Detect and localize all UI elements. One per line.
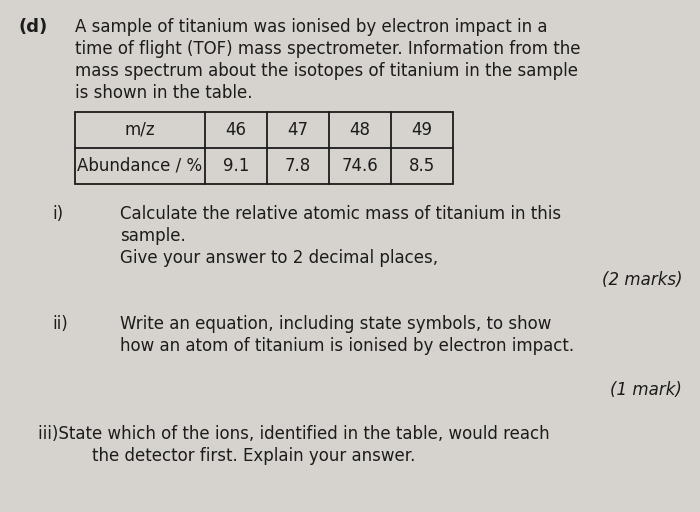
Text: (2 marks): (2 marks) [601, 271, 682, 289]
Text: sample.: sample. [120, 227, 186, 245]
Text: i): i) [52, 205, 63, 223]
Text: m/z: m/z [125, 121, 155, 139]
Text: 8.5: 8.5 [409, 157, 435, 175]
Bar [75, 112, 453, 184]
Text: 49: 49 [412, 121, 433, 139]
Text: ii): ii) [52, 315, 68, 333]
Text: (1 mark): (1 mark) [610, 381, 682, 399]
Text: mass spectrum about the isotopes of titanium in the sample: mass spectrum about the isotopes of tita… [75, 62, 578, 80]
Text: is shown in the table.: is shown in the table. [75, 84, 253, 102]
Text: how an atom of titanium is ionised by electron impact.: how an atom of titanium is ionised by el… [120, 337, 574, 355]
Text: the detector first. Explain your answer.: the detector first. Explain your answer. [92, 447, 415, 465]
Text: 46: 46 [225, 121, 246, 139]
Text: A sample of titanium was ionised by electron impact in a: A sample of titanium was ionised by elec… [75, 18, 547, 36]
Text: 9.1: 9.1 [223, 157, 249, 175]
Text: 74.6: 74.6 [342, 157, 379, 175]
Text: 48: 48 [349, 121, 370, 139]
Text: (d): (d) [18, 18, 48, 36]
Text: Calculate the relative atomic mass of titanium in this: Calculate the relative atomic mass of ti… [120, 205, 561, 223]
Text: 7.8: 7.8 [285, 157, 311, 175]
Text: time of flight (TOF) mass spectrometer. Information from the: time of flight (TOF) mass spectrometer. … [75, 40, 580, 58]
Text: iii)State which of the ions, identified in the table, would reach: iii)State which of the ions, identified … [38, 425, 550, 443]
Text: Write an equation, including state symbols, to show: Write an equation, including state symbo… [120, 315, 552, 333]
Text: 47: 47 [288, 121, 309, 139]
Text: Abundance / %: Abundance / % [78, 157, 202, 175]
Text: Give your answer to 2 decimal places,: Give your answer to 2 decimal places, [120, 249, 438, 267]
